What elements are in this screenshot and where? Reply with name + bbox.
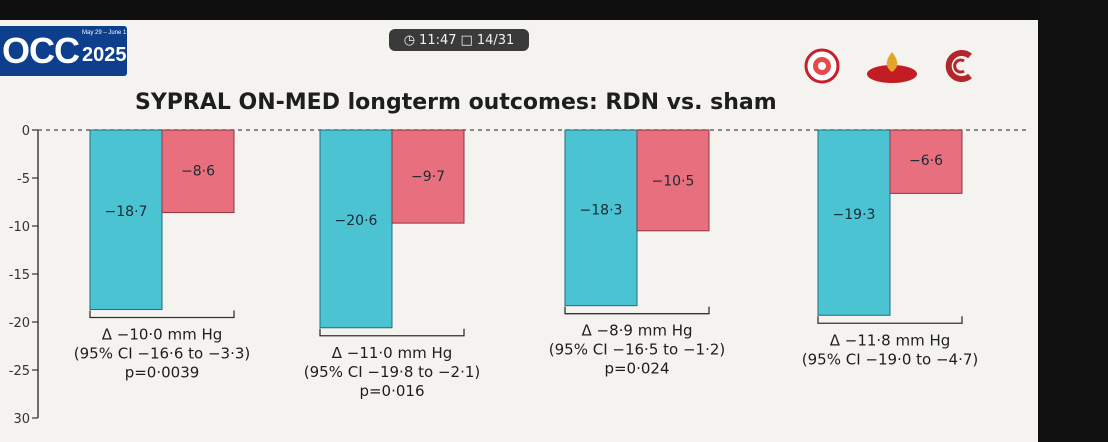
rdn-bar [817, 129, 891, 316]
rdn-value-label: −20·6 [335, 213, 378, 229]
right-bezel [1038, 0, 1108, 442]
sham-value-label: −9·7 [411, 169, 445, 185]
difference-bracket [817, 316, 963, 324]
sham-bar [391, 129, 465, 224]
rdn-value-label: −18·7 [105, 204, 148, 220]
rdn-value-label: −19·3 [833, 207, 876, 223]
conference-logo: OCC 2025 May 29 – June 1 [0, 26, 127, 76]
rdn-value-label: −18·3 [580, 202, 623, 218]
rdn-bar [564, 129, 638, 307]
ci-label: (95% CI −16·6 to −3·3) [74, 345, 250, 363]
delta-label: Δ −8·9 mm Hg [581, 322, 692, 340]
y-tick-label: -15 [9, 268, 30, 283]
c-logo-icon [945, 50, 972, 82]
logo-dates: May 29 – June 1 [82, 30, 127, 36]
p-value-label: p=0·0039 [125, 364, 200, 382]
sponsor-icons [800, 48, 980, 84]
sham-bar [636, 129, 710, 232]
y-tick-label: -25 [9, 364, 30, 379]
sham-bar [889, 129, 963, 194]
status-page: 14/31 [476, 32, 515, 48]
delta-label: Δ −11·8 mm Hg [830, 331, 951, 349]
presentation-status: ◷ 11:47 □ 14/31 [389, 29, 529, 51]
difference-bracket [319, 328, 465, 337]
slide-title: SYPRAL ON-MED longterm outcomes: RDN vs.… [135, 90, 777, 115]
sham-bar [161, 129, 235, 214]
status-time: 11:47 [419, 32, 457, 48]
annotations-layer: Δ −10·0 mm Hg(95% CI −16·6 to −3·3)p=0·0… [74, 306, 978, 400]
bars-layer: −18·7 −8·6 −20·6 −9·7 −18·3 −10·5 −19·3 −6·6 [89, 129, 963, 329]
sham-value-label: −8·6 [181, 163, 215, 179]
y-tick-label: -5 [17, 172, 30, 187]
p-value-label: p=0·016 [359, 382, 424, 400]
p-value-label: p=0·024 [604, 360, 669, 378]
sham-value-label: −10·5 [652, 173, 695, 189]
clock-icon: ◷ [403, 32, 416, 48]
ci-label: (95% CI −19·0 to −4·7) [802, 350, 978, 368]
page-icon: □ [460, 32, 473, 48]
y-tick-label: 30 [13, 412, 30, 427]
rdn-bar [89, 129, 163, 311]
ci-label: (95% CI −16·5 to −1·2) [549, 341, 725, 359]
y-tick-label: 0 [22, 124, 30, 139]
difference-bracket [564, 306, 710, 315]
sham-value-label: −6·6 [909, 153, 943, 169]
rdn-bar [319, 129, 393, 329]
logo-year: 2025 [82, 43, 127, 66]
y-tick-label: -10 [9, 220, 30, 235]
ci-label: (95% CI −19·8 to −2·1) [304, 363, 480, 381]
delta-label: Δ −11·0 mm Hg [332, 344, 453, 362]
flame-emblem-icon [867, 52, 917, 83]
top-bezel [0, 0, 1108, 22]
difference-bracket [89, 310, 235, 319]
emblem-icon [804, 48, 840, 84]
logo-text: OCC [2, 30, 80, 71]
delta-label: Δ −10·0 mm Hg [102, 326, 223, 344]
y-tick-label: -20 [9, 316, 30, 331]
